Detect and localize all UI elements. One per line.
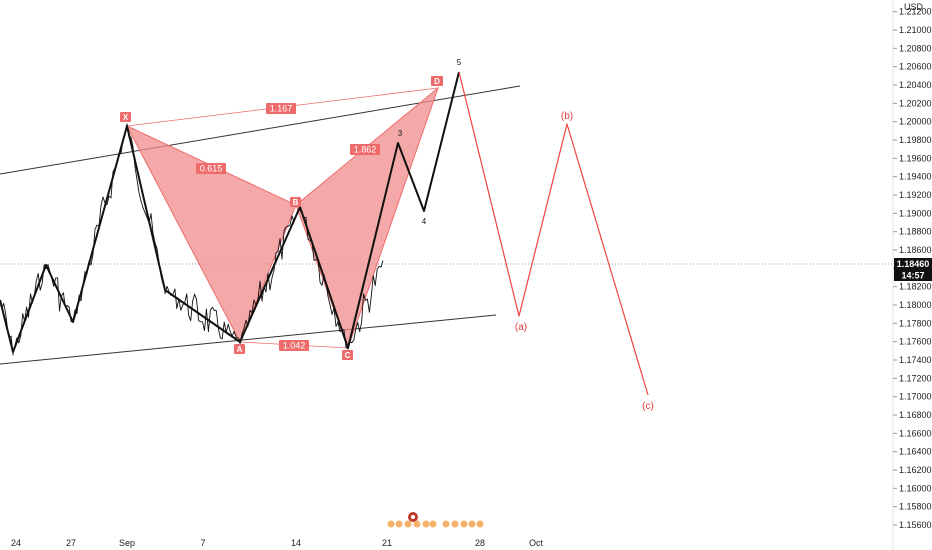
y-tick-label: 1.18000 (899, 300, 932, 310)
y-tick-label: 1.17400 (899, 355, 932, 365)
y-tick-label: 1.16600 (899, 428, 932, 438)
y-tick-label: 1.21000 (899, 25, 932, 35)
y-tick-label: 1.16400 (899, 447, 932, 457)
y-tick-label: 1.21200 (899, 7, 932, 17)
projection-abc[interactable] (458, 71, 649, 396)
ratio-label-ac: 1.042 (279, 340, 309, 351)
y-tick-label: 1.19000 (899, 208, 932, 218)
svg-text:D: D (434, 77, 440, 86)
countdown-tag: 14:57 (894, 270, 932, 281)
svg-text:C: C (345, 351, 351, 360)
svg-text:1.167: 1.167 (270, 104, 293, 114)
upper-channel-line[interactable] (0, 85, 521, 175)
ratio-label-xb: 0.615 (196, 163, 226, 174)
svg-text:1.862: 1.862 (354, 145, 377, 155)
wave-label-3: 3 (398, 129, 403, 138)
ratio-label-bd: 1.862 (350, 144, 380, 155)
y-tick-label: 1.17600 (899, 337, 932, 347)
y-tick-label: 1.17200 (899, 373, 932, 383)
event-markers[interactable] (387, 512, 484, 528)
wave-zigzag[interactable] (0, 71, 460, 353)
x-tick-label: 7 (200, 538, 205, 548)
wave-label-a: (a) (515, 322, 527, 333)
y-tick-label: 1.16000 (899, 483, 932, 493)
y-tick-label: 1.18200 (899, 282, 932, 292)
point-label-d: D (431, 76, 443, 86)
x-tick-label: Oct (529, 538, 544, 548)
svg-text:14:57: 14:57 (901, 271, 924, 281)
x-tick-label: 28 (475, 538, 485, 548)
lower-channel-line[interactable] (0, 314, 497, 365)
x-tick-label: 27 (66, 538, 76, 548)
y-tick-label: 1.16800 (899, 410, 932, 420)
wave-label-b: (b) (561, 111, 573, 122)
wave-label-4: 4 (422, 217, 427, 226)
y-tick-label: 1.16200 (899, 465, 932, 475)
y-tick-label: 1.17000 (899, 392, 932, 402)
x-tick-label: 21 (382, 538, 392, 548)
svg-text:A: A (237, 345, 243, 354)
price-axis[interactable]: 1.21200 1.21000 1.20800 1.20600 1.20400 1.202… (893, 7, 932, 530)
y-tick-label: 1.20200 (899, 98, 932, 108)
y-tick-label: 1.19600 (899, 153, 932, 163)
y-tick-label: 1.20600 (899, 62, 932, 72)
y-tick-label: 1.19400 (899, 172, 932, 182)
ratio-label-xd: 1.167 (266, 103, 296, 114)
y-tick-label: 1.18600 (899, 245, 932, 255)
y-tick-label: 1.20800 (899, 43, 932, 53)
y-tick-label: 1.15600 (899, 520, 932, 530)
price-series[interactable] (0, 123, 384, 356)
svg-text:X: X (123, 113, 129, 122)
y-tick-label: 1.19800 (899, 135, 932, 145)
y-tick-label: 1.17800 (899, 318, 932, 328)
point-label-x: X (120, 112, 131, 122)
svg-text:0.615: 0.615 (200, 164, 223, 174)
y-tick-label: 1.20000 (899, 117, 932, 127)
svg-text:B: B (293, 198, 299, 207)
currency-label: USD (904, 2, 924, 12)
wave-label-c: (c) (642, 401, 654, 412)
current-price-tag: 1.18460 (894, 258, 932, 270)
x-tick-label: 14 (291, 538, 301, 548)
point-label-a: A (234, 344, 245, 354)
x-tick-label: Sep (119, 538, 135, 548)
time-axis[interactable]: 24 27 Sep 7 14 21 28 Oct (11, 538, 544, 548)
y-tick-label: 1.18800 (899, 227, 932, 237)
harmonic-triangle-bcd[interactable] (295, 86, 440, 350)
x-tick-label: 24 (11, 538, 21, 548)
y-tick-label: 1.20400 (899, 80, 932, 90)
svg-text:1.18460: 1.18460 (897, 259, 930, 269)
point-label-c: C (342, 350, 353, 360)
event-group-2[interactable] (442, 520, 484, 528)
event-group-1[interactable] (387, 520, 437, 528)
point-label-b: B (290, 197, 301, 207)
y-tick-label: 1.15800 (899, 502, 932, 512)
svg-text:1.042: 1.042 (283, 341, 306, 351)
y-tick-label: 1.19200 (899, 190, 932, 200)
wave-label-5: 5 (457, 58, 462, 67)
